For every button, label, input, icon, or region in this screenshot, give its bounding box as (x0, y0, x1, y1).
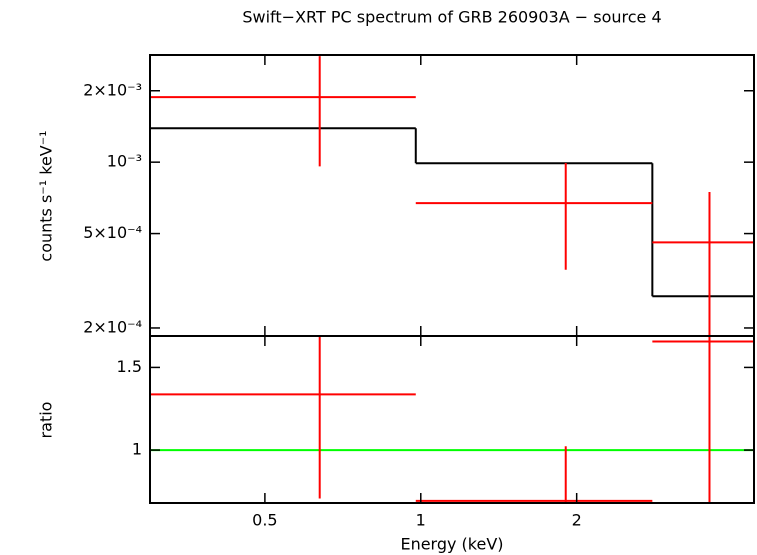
y-tick-label: 2×10⁻³ (83, 80, 142, 99)
y-axis-label: ratio (37, 402, 56, 439)
x-tick-label: 0.5 (252, 511, 277, 530)
y-tick-label: 2×10⁻⁴ (83, 317, 142, 336)
y-axis-label: counts s⁻¹ keV⁻¹ (37, 130, 56, 261)
y-tick-label: 1 (132, 440, 142, 459)
y-tick-label: 10⁻³ (107, 152, 142, 171)
plot-frame (149, 335, 755, 504)
y-tick-label: 5×10⁻⁴ (83, 223, 142, 242)
y-tick-label: 1.5 (117, 357, 142, 376)
x-axis-label: Energy (keV) (400, 535, 503, 554)
chart-title: Swift−XRT PC spectrum of GRB 260903A − s… (242, 8, 661, 27)
x-tick-label: 1 (416, 511, 426, 530)
x-tick-label: 2 (572, 511, 582, 530)
plot-area (150, 336, 754, 503)
plot-area (150, 56, 754, 336)
